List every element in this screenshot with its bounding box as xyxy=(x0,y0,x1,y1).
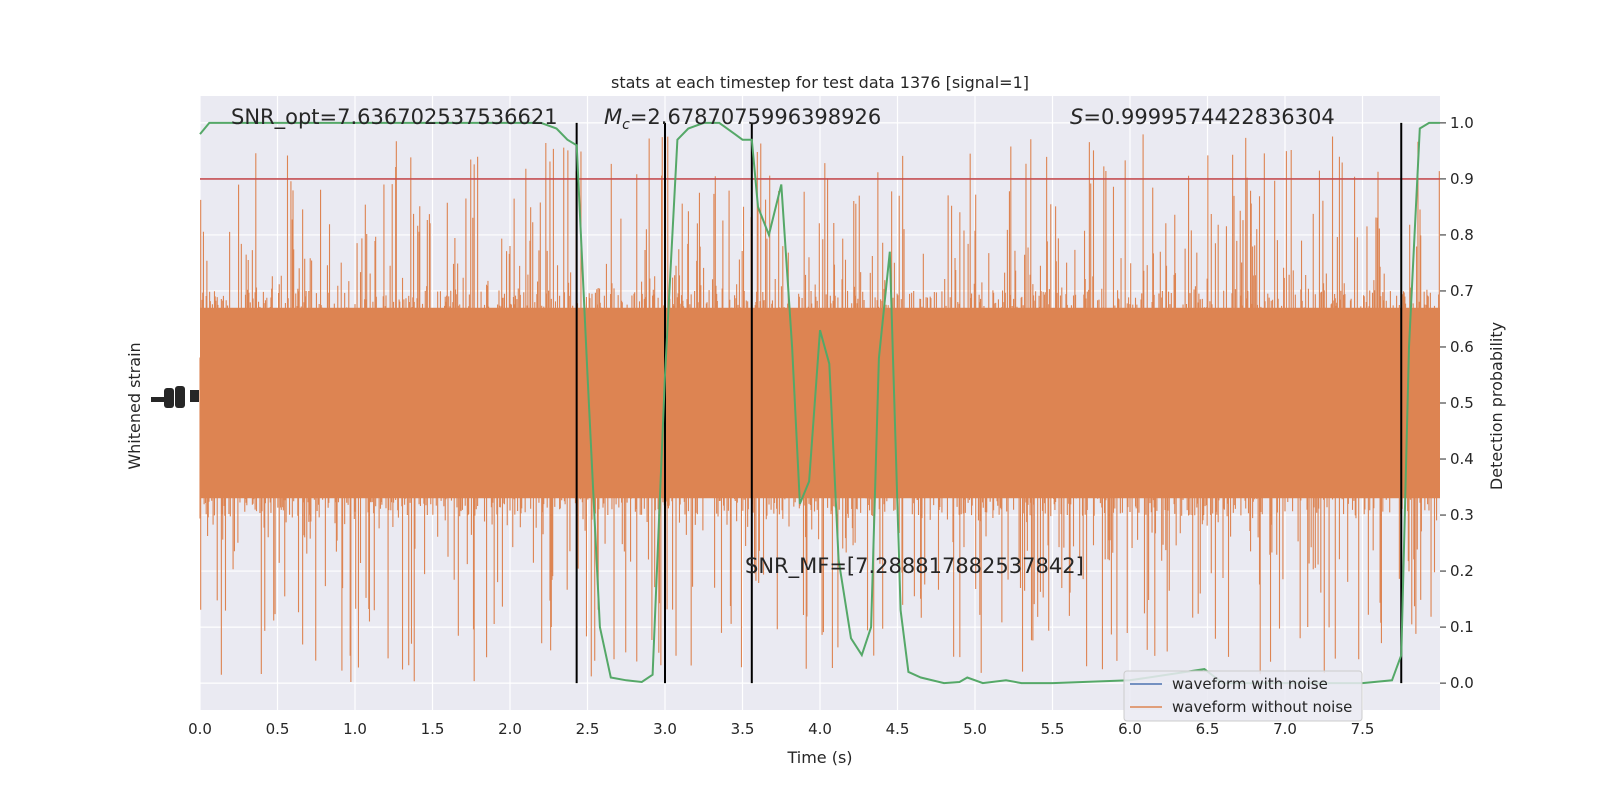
legend-box xyxy=(1123,670,1363,722)
y-axis-label-left: Whitened strain xyxy=(125,342,144,469)
y-tick-label: 0.7 xyxy=(1450,282,1474,300)
y-tick-label: 0.9 xyxy=(1450,170,1474,188)
chart-title: stats at each timestep for test data 137… xyxy=(611,73,1029,92)
y-tick-label: 1.0 xyxy=(1450,114,1474,132)
x-tick-label: 1.0 xyxy=(343,720,367,738)
snr-mf-annotation: SNR_MF=[7.288817882537842] xyxy=(745,554,1084,579)
y-tick-label: 0.3 xyxy=(1450,506,1474,524)
x-tick-label: 0.0 xyxy=(188,720,212,738)
x-tick-label: 4.0 xyxy=(808,720,832,738)
y-tick-label: 0.2 xyxy=(1450,562,1474,580)
chirp-mass-annotation: Mc=2.6787075996398926 xyxy=(604,105,881,133)
score-value: =0.9999574422836304 xyxy=(1083,105,1334,129)
snr-opt-annotation: SNR_opt=7.636702537536621 xyxy=(231,105,558,130)
x-tick-label: 5.5 xyxy=(1041,720,1065,738)
x-tick-label: 5.0 xyxy=(963,720,987,738)
x-tick-label: 3.0 xyxy=(653,720,677,738)
legend: waveform with noise waveform without noi… xyxy=(1123,670,1363,722)
x-tick-label: 0.5 xyxy=(266,720,290,738)
x-tick-label: 2.5 xyxy=(576,720,600,738)
x-tick-label: 7.0 xyxy=(1273,720,1297,738)
y-tick-label: 0.1 xyxy=(1450,618,1474,636)
detection-probability-series xyxy=(199,121,1440,685)
score-annotation: S=0.9999574422836304 xyxy=(1070,105,1335,129)
chirp-mass-subscript: c xyxy=(622,117,630,133)
y-axis-ticks: 0.0 0.1 0.2 0.3 0.4 0.5 0.6 0.7 0.8 0.9 1.0 xyxy=(1440,114,1474,692)
x-tick-label: 1.5 xyxy=(421,720,445,738)
x-axis-label: Time (s) xyxy=(786,748,852,767)
x-tick-label: 6.5 xyxy=(1196,720,1220,738)
y-axis-label-right: Detection probability xyxy=(1487,322,1506,490)
x-tick-label: 7.5 xyxy=(1351,720,1375,738)
y-tick-label: 0.5 xyxy=(1450,394,1474,412)
y-tick-label: 0.4 xyxy=(1450,450,1474,468)
x-tick-label: 4.5 xyxy=(886,720,910,738)
detection-probability-line xyxy=(199,121,1440,685)
x-tick-label: 6.0 xyxy=(1118,720,1142,738)
x-tick-label: 2.0 xyxy=(498,720,522,738)
y-tick-label: 0.0 xyxy=(1450,674,1474,692)
y-tick-label: 0.6 xyxy=(1450,338,1474,356)
legend-label-with-noise: waveform with noise xyxy=(1172,675,1328,693)
x-tick-label: 3.5 xyxy=(731,720,755,738)
left-axis-overlap-artifact xyxy=(151,386,199,408)
y-tick-label: 0.8 xyxy=(1450,226,1474,244)
legend-label-without-noise: waveform without noise xyxy=(1172,698,1352,716)
chirp-mass-value: =2.6787075996398926 xyxy=(630,105,881,129)
score-symbol: S xyxy=(1070,105,1083,129)
chirp-mass-symbol: M xyxy=(604,105,622,129)
vertical-lines xyxy=(575,122,1403,684)
x-axis-ticks: 0.0 0.5 1.0 1.5 2.0 2.5 3.0 3.5 4.0 4.5 5.0 5.5 6.0 6… xyxy=(188,720,1374,738)
